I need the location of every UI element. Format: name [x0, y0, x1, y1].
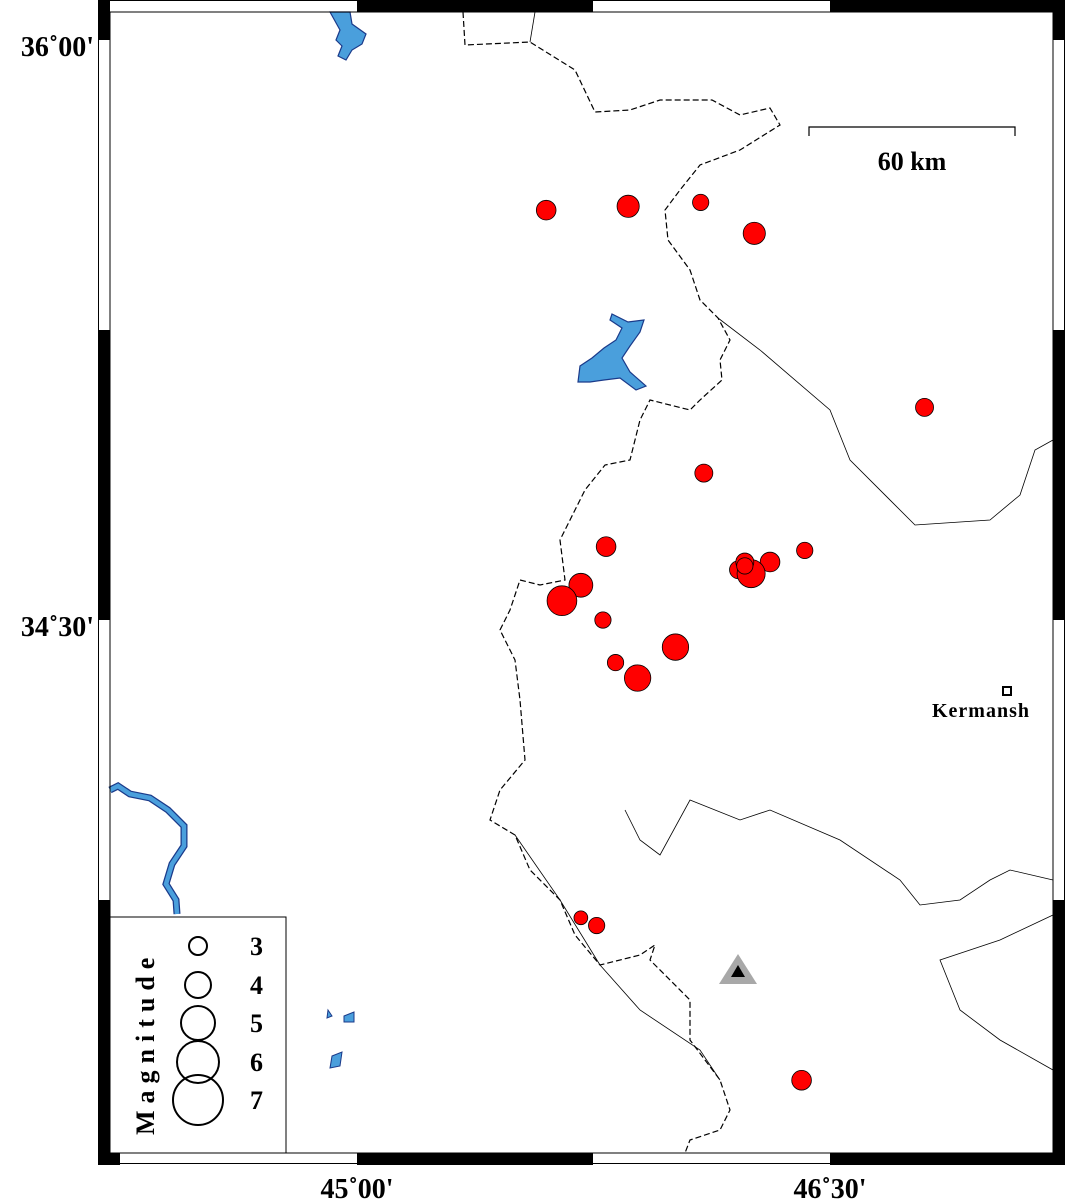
event-marker-17 — [606, 654, 625, 672]
lon-label-45-00: 45˚00' — [320, 1174, 393, 1202]
event-marker-7 — [796, 541, 814, 560]
event-marker-2 — [692, 193, 710, 211]
map-features — [108, 11, 1054, 1154]
event-marker-12 — [736, 557, 754, 575]
event-marker-21 — [791, 1069, 812, 1091]
event-marker-1 — [616, 194, 640, 218]
event-marker-4 — [915, 397, 934, 417]
scale-bar: 60 km — [808, 126, 1016, 176]
legend-box: Magnitude 3 4 5 6 7 — [109, 916, 287, 1154]
islet — [326, 1008, 355, 1069]
legend-circle-4 — [184, 971, 212, 999]
legend-circle-7 — [172, 1074, 224, 1126]
province-border — [514, 11, 1054, 1081]
event-marker-20 — [588, 916, 606, 935]
event-marker-14 — [546, 585, 578, 616]
event-marker-3 — [742, 221, 766, 245]
lake-top — [328, 11, 367, 61]
event-marker-16 — [661, 633, 690, 661]
event-marker-6 — [595, 536, 617, 557]
legend-label-4: 4 — [250, 971, 263, 1000]
lake-middle — [577, 313, 648, 391]
legend-label-3: 3 — [250, 932, 263, 961]
legend-label-6: 6 — [250, 1048, 263, 1077]
international-border — [462, 11, 781, 1154]
event-marker-8 — [759, 551, 781, 573]
legend-circle-3 — [188, 936, 208, 956]
lon-label-46-30: 46˚30' — [793, 1174, 866, 1202]
legend-circle-6 — [176, 1040, 220, 1084]
events-layer — [535, 193, 934, 1091]
map-frame — [98, 0, 1065, 1165]
legend-title: Magnitude — [131, 951, 160, 1135]
lat-label-36-00: 36˚00' — [21, 32, 94, 63]
event-marker-15 — [594, 611, 612, 629]
city-marker-icon — [1002, 686, 1012, 696]
scale-bar-label: 60 km — [878, 147, 947, 176]
lat-label-34-30: 34˚30' — [21, 612, 94, 643]
station-marker — [719, 954, 757, 984]
event-marker-0 — [535, 199, 557, 221]
event-marker-19 — [573, 910, 589, 926]
event-marker-5 — [694, 463, 714, 483]
station-triangle-icon — [731, 965, 745, 977]
legend-label-5: 5 — [250, 1009, 263, 1038]
city-label: Kermansh — [932, 700, 1030, 722]
event-marker-18 — [624, 664, 652, 692]
legend-label-7: 7 — [250, 1086, 263, 1115]
event-marker-13 — [568, 572, 594, 598]
